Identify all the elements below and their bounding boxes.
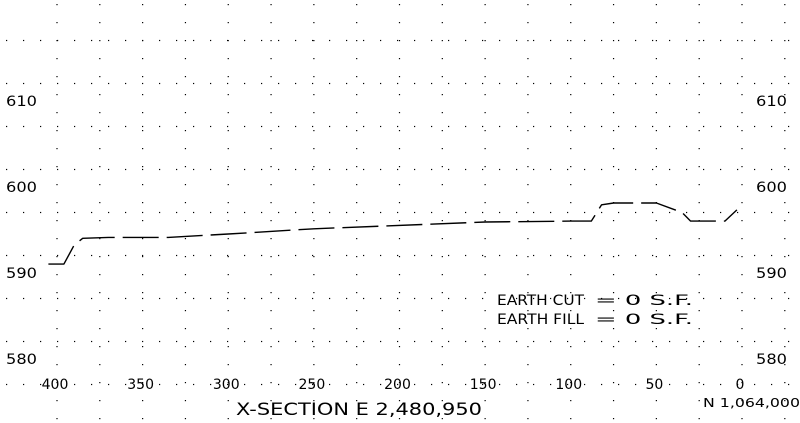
earth-cut-label: EARTH CUT <box>497 293 584 309</box>
x-tick-label: 150 <box>470 377 497 393</box>
y-tick-label-right: 600 <box>756 180 787 196</box>
section-title: X-SECTION E 2,480,950 <box>236 400 482 420</box>
x-tick-label: 250 <box>299 377 326 393</box>
y-axis-left: 580 590 600 610 <box>6 94 37 368</box>
earth-fill-value: = 0 S.F. <box>595 312 693 328</box>
y-tick-label-right: 580 <box>756 352 787 368</box>
ground-profile <box>48 202 738 265</box>
y-axis-right: 580 590 600 610 <box>756 94 787 368</box>
northing-label: N 1,064,000 <box>703 396 800 410</box>
x-tick-label: 200 <box>384 377 411 393</box>
profile-line-0 <box>48 202 738 265</box>
y-tick-label-left: 610 <box>6 94 37 110</box>
y-tick-label-right: 590 <box>756 266 787 282</box>
x-axis: 400 350 300 250 200 150 100 50 0 <box>42 377 745 393</box>
earth-cut-value: = 0 S.F. <box>595 293 693 309</box>
x-tick-label: 350 <box>127 377 154 393</box>
x-tick-label: 100 <box>555 377 582 393</box>
y-tick-label-right: 610 <box>756 94 787 110</box>
x-tick-label: 300 <box>213 377 240 393</box>
earth-fill-label: EARTH FILL <box>497 312 584 328</box>
x-tick-label: 0 <box>736 377 745 393</box>
y-tick-label-left: 590 <box>6 266 37 282</box>
y-tick-label-left: 580 <box>6 352 37 368</box>
y-tick-label-left: 600 <box>6 180 37 196</box>
x-tick-label: 400 <box>42 377 69 393</box>
x-tick-label: 50 <box>645 377 663 393</box>
grid-dots <box>6 4 790 420</box>
